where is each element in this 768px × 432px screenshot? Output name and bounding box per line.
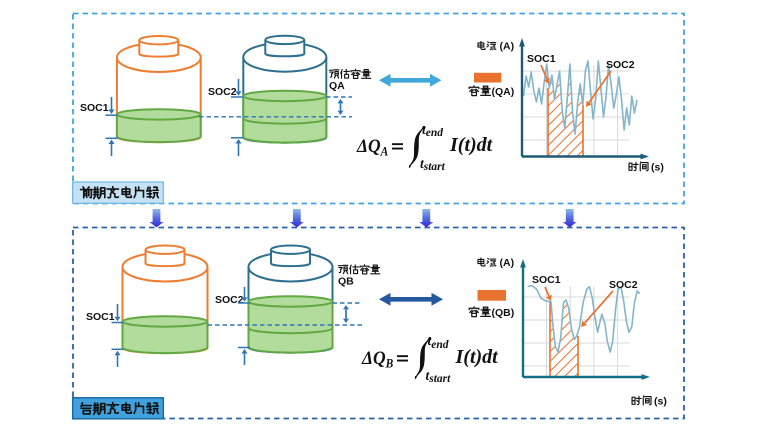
svg-text:SOC1: SOC1 — [532, 274, 561, 286]
svg-text:(A): (A) — [500, 257, 515, 269]
svg-text:SOC1: SOC1 — [527, 53, 556, 65]
svg-text:SOC1: SOC1 — [86, 311, 115, 323]
svg-text:(QB): (QB) — [492, 307, 515, 319]
svg-text:SOC2: SOC2 — [208, 86, 237, 98]
svg-text:SOC2: SOC2 — [609, 279, 638, 291]
svg-text:(A): (A) — [500, 41, 515, 53]
svg-text:(s): (s) — [651, 162, 664, 174]
svg-text:SOC1: SOC1 — [80, 102, 109, 114]
svg-text:(QA): (QA) — [492, 86, 515, 98]
svg-text:QB: QB — [338, 276, 354, 288]
svg-text:SOC2: SOC2 — [215, 294, 244, 306]
svg-text:QA: QA — [329, 80, 345, 92]
svg-text:(s): (s) — [654, 396, 667, 408]
svg-text:SOC2: SOC2 — [606, 59, 635, 71]
